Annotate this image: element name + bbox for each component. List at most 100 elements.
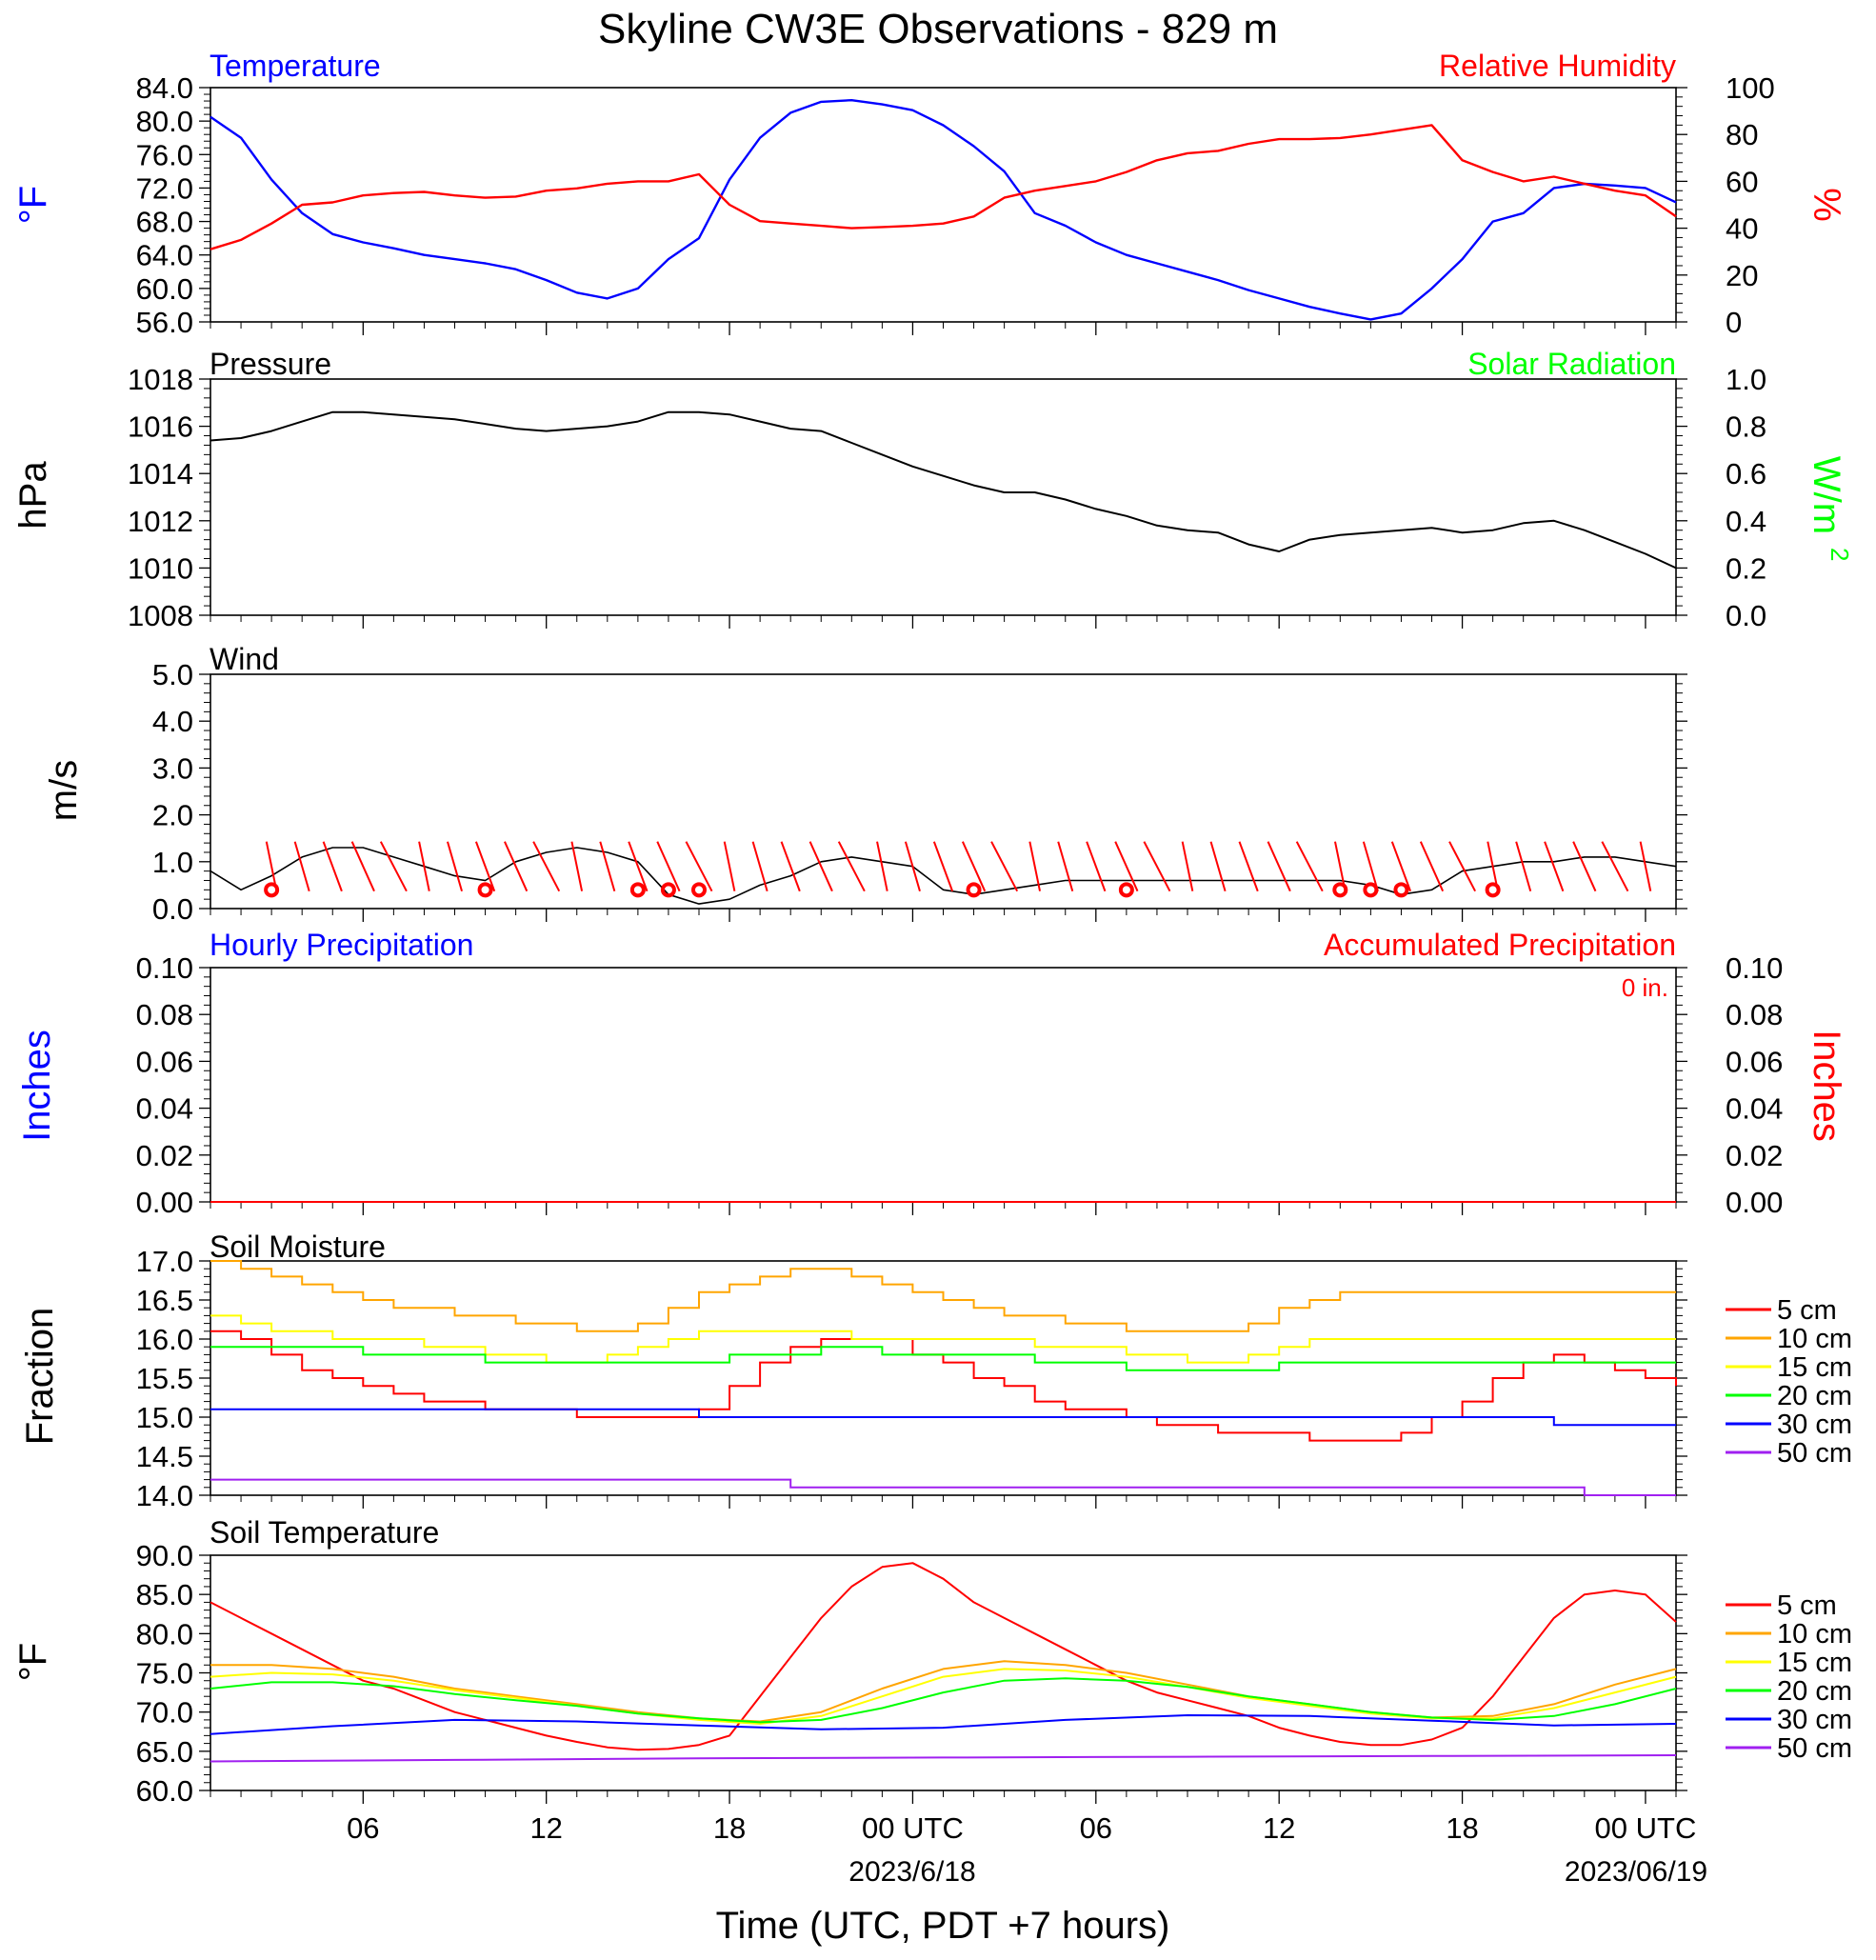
soilm-ytick-label: 15.0 bbox=[136, 1401, 193, 1434]
soil-moisture-30cm-line bbox=[210, 1408, 1676, 1427]
wind-barb bbox=[1487, 841, 1499, 891]
wind-barb bbox=[1572, 841, 1597, 892]
chart-title: Skyline CW3E Observations - 829 m bbox=[598, 6, 1278, 52]
wind-barb bbox=[1181, 841, 1194, 891]
wind-barb bbox=[1086, 841, 1107, 892]
solar-unit: W/m bbox=[1806, 456, 1847, 534]
humidity-line bbox=[210, 124, 1677, 250]
wind-barb bbox=[1544, 841, 1565, 892]
wind-ytick-label: 0.0 bbox=[152, 892, 193, 926]
wind-barb bbox=[751, 841, 768, 891]
wind-barb bbox=[1238, 841, 1259, 892]
temp-ytick-label: 80.0 bbox=[136, 105, 193, 138]
wind-ytick-label: 5.0 bbox=[152, 658, 193, 691]
wind-barb bbox=[293, 841, 310, 891]
soil-temp-unit: °F bbox=[12, 1643, 54, 1681]
soil-temp-title: Soil Temperature bbox=[210, 1515, 439, 1550]
wind-barb bbox=[723, 841, 736, 891]
pressure-rtick-label: 1.0 bbox=[1726, 363, 1766, 396]
wind-barb bbox=[1601, 841, 1629, 892]
calm-wind-marker bbox=[477, 882, 493, 898]
soil-temp-legend-label: 30 cm bbox=[1777, 1705, 1852, 1735]
wind-barb bbox=[1448, 841, 1476, 892]
solar-unit-exponent: 2 bbox=[1826, 548, 1854, 561]
pressure-rtick-label: 0.2 bbox=[1726, 551, 1766, 585]
wind-barb bbox=[961, 841, 987, 892]
soilm-ytick-label: 16.5 bbox=[136, 1284, 193, 1317]
precip-rtick-label: 0.00 bbox=[1726, 1186, 1783, 1219]
soilt-ytick-label: 80.0 bbox=[136, 1617, 193, 1650]
soil-moisture-legend-label: 20 cm bbox=[1777, 1381, 1852, 1411]
wind-barb bbox=[1143, 841, 1171, 892]
x-tick-label: 06 bbox=[347, 1811, 379, 1845]
precip-ytick-label: 0.02 bbox=[136, 1139, 193, 1172]
wind-frame bbox=[210, 673, 1677, 910]
wind-barb bbox=[532, 841, 561, 892]
text-layer: Skyline CW3E Observations - 829 m Time (… bbox=[12, 6, 1854, 1947]
soilm-ytick-label: 17.0 bbox=[136, 1245, 193, 1278]
calm-wind-marker bbox=[1118, 882, 1134, 898]
wind-barb bbox=[876, 841, 888, 891]
precip-ytick-label: 0.08 bbox=[136, 998, 193, 1031]
temp-ytick-label: 56.0 bbox=[136, 306, 193, 339]
soil-temp-15cm-line bbox=[210, 1668, 1677, 1725]
temp-rtick-label: 100 bbox=[1726, 71, 1775, 105]
wind-barb bbox=[1114, 841, 1139, 892]
calm-wind-marker bbox=[966, 882, 982, 898]
soil-moisture-legend-label: 10 cm bbox=[1777, 1324, 1852, 1354]
wind-barb bbox=[265, 841, 278, 891]
temp-rtick-label: 40 bbox=[1726, 212, 1758, 246]
hourly-precip-title: Hourly Precipitation bbox=[210, 928, 473, 962]
calm-wind-marker bbox=[1393, 882, 1409, 898]
wind-barb bbox=[1515, 841, 1532, 891]
temp-frame bbox=[210, 87, 1677, 323]
pressure-ytick-label: 1008 bbox=[128, 599, 193, 632]
precip-rtick-label: 0.06 bbox=[1726, 1045, 1783, 1078]
wind-barb bbox=[1057, 841, 1074, 891]
temp-title: Temperature bbox=[210, 49, 381, 83]
soil-temp-30cm-line bbox=[210, 1714, 1677, 1735]
wind-barb bbox=[904, 841, 921, 891]
temp-ytick-label: 72.0 bbox=[136, 171, 193, 205]
soilt-ytick-label: 65.0 bbox=[136, 1735, 193, 1769]
soil-temp-5cm-line bbox=[210, 1562, 1677, 1751]
precip-left-unit: Inches bbox=[16, 1030, 58, 1142]
wind-barb bbox=[837, 841, 866, 892]
x-date-1: 2023/6/18 bbox=[848, 1856, 975, 1888]
temp-rtick-label: 60 bbox=[1726, 165, 1758, 198]
soil-temp-legend-label: 50 cm bbox=[1777, 1733, 1852, 1764]
wind-barb bbox=[685, 841, 713, 892]
solar-unit-group: W/m 2 bbox=[1806, 456, 1854, 562]
temp-ytick-label: 76.0 bbox=[136, 138, 193, 171]
calm-wind-marker bbox=[1332, 882, 1348, 898]
temp-rtick-label: 20 bbox=[1726, 259, 1758, 292]
pressure-ytick-label: 1014 bbox=[128, 457, 193, 490]
temperature-line bbox=[210, 99, 1677, 321]
wind-speed-line bbox=[210, 847, 1677, 905]
soil-temp-legend-label: 5 cm bbox=[1777, 1590, 1837, 1621]
wind-barb bbox=[504, 841, 529, 892]
soil-moisture-50cm-line bbox=[210, 1478, 1676, 1496]
wind-barb bbox=[1390, 841, 1412, 892]
soilt-ytick-label: 70.0 bbox=[136, 1696, 193, 1730]
wind-title: Wind bbox=[210, 642, 279, 676]
wind-barb bbox=[1209, 841, 1227, 891]
precip-ytick-label: 0.10 bbox=[136, 951, 193, 985]
wind-barb bbox=[1639, 841, 1652, 891]
temp-ytick-label: 84.0 bbox=[136, 71, 193, 105]
soil-temp-legend-label: 20 cm bbox=[1777, 1676, 1852, 1707]
rh-unit: % bbox=[1806, 188, 1847, 222]
precip-frame bbox=[210, 967, 1677, 1203]
wind-barb bbox=[418, 841, 430, 891]
soil-temp-50cm-line bbox=[210, 1754, 1677, 1763]
x-tick-label: 06 bbox=[1080, 1811, 1112, 1845]
temp-ytick-label: 64.0 bbox=[136, 239, 193, 272]
pressure-ytick-label: 1012 bbox=[128, 505, 193, 538]
wind-barb bbox=[599, 841, 616, 891]
rh-title: Relative Humidity bbox=[1439, 49, 1676, 83]
accum-precip-total: 0 in. bbox=[1622, 973, 1668, 1002]
soil-moisture-legend-label: 15 cm bbox=[1777, 1352, 1852, 1383]
wind-barb bbox=[1028, 841, 1041, 891]
pressure-rtick-label: 0.4 bbox=[1726, 505, 1766, 538]
